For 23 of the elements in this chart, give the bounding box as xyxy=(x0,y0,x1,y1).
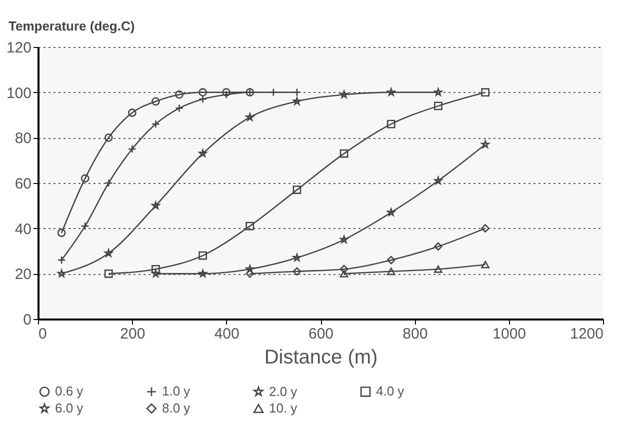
y-axis-title: Temperature (deg.C) xyxy=(8,18,135,34)
x-tick-label: 800 xyxy=(402,326,428,342)
legend-label: 10. y xyxy=(269,400,298,416)
legend-label: 8.0 y xyxy=(162,400,191,416)
x-tick-label: 1000 xyxy=(492,326,526,342)
legend-label: 2.0 y xyxy=(269,384,298,399)
y-tick-label: 0 xyxy=(23,312,32,328)
legend-label: 0.6 y xyxy=(55,384,84,399)
x-axis-title: Distance (m) xyxy=(264,346,378,368)
y-tick-label: 80 xyxy=(14,130,32,148)
y-tick-label: 20 xyxy=(14,266,32,284)
x-tick-label: 600 xyxy=(308,326,334,342)
y-tick-label: 40 xyxy=(14,220,32,238)
legend-label: 4.0 y xyxy=(376,384,405,399)
legend-label: 1.0 y xyxy=(162,384,191,399)
x-tick-label: 0 xyxy=(38,326,47,342)
x-tick-label: 400 xyxy=(214,326,240,342)
y-tick-label: 60 xyxy=(14,176,32,192)
x-tick-label: 200 xyxy=(120,326,146,342)
y-tick-label: 120 xyxy=(6,40,32,56)
y-tick-label: 100 xyxy=(6,84,32,102)
legend-label: 6.0 y xyxy=(55,400,84,416)
x-tick-label: 1200 xyxy=(570,326,604,342)
